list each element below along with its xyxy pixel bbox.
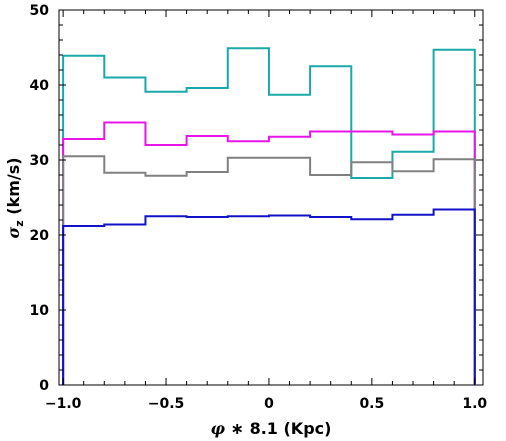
y-axis-label-subscript: z [13, 220, 26, 226]
series-1-step-line [62, 47, 476, 385]
x-tick-label: 0.5 [359, 396, 384, 412]
x-tick-label: −0.5 [148, 396, 185, 412]
y-axis-label-symbol: σ [4, 227, 23, 239]
plot-frame [58, 9, 484, 386]
y-tick-label: 30 [30, 153, 50, 169]
series-layer [62, 47, 476, 385]
x-tick-label: 1.0 [462, 396, 487, 412]
series-2-step-line [62, 121, 476, 385]
series-4-step-line [62, 208, 476, 385]
y-axis-label: σz (km/s) [4, 157, 26, 238]
y-tick-label: 50 [30, 3, 50, 19]
tick-label-layer: −1.0 −0.5 0 0.5 1.0 0 10 20 30 40 50 [30, 3, 488, 412]
x-axis-label: φ ∗ 8.1 (Kpc) [211, 419, 332, 438]
series-3-step-line [62, 155, 476, 385]
x-tick-label: 0 [264, 396, 274, 412]
x-axis-label-text: ∗ 8.1 (Kpc) [225, 419, 331, 438]
tick-layer [59, 9, 483, 386]
y-tick-label: 10 [30, 303, 50, 319]
x-tick-label: −1.0 [45, 396, 82, 412]
y-tick-label: 20 [30, 228, 50, 244]
y-tick-label: 0 [39, 378, 49, 394]
y-tick-label: 40 [30, 78, 50, 94]
y-axis-label-text: (km/s) [4, 157, 23, 220]
x-axis-label-symbol: φ [211, 419, 226, 438]
